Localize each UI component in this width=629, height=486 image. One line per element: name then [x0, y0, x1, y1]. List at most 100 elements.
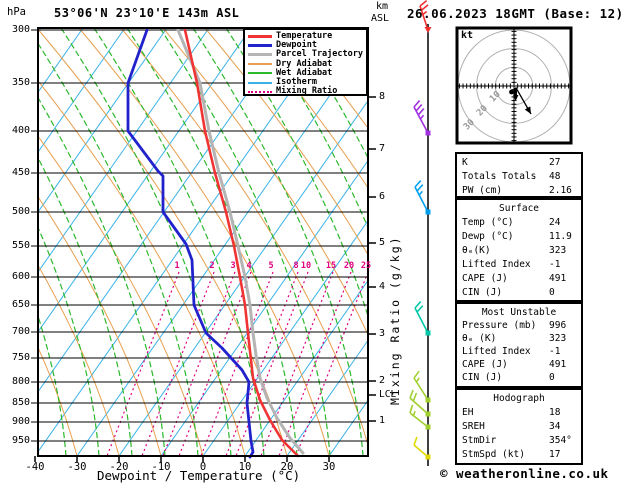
table-row-value: 11.9: [549, 231, 572, 242]
parcel-trace: [176, 28, 305, 455]
table-row-value: 0: [549, 372, 555, 383]
legend-item-label: Dewpoint: [276, 40, 317, 51]
legend-line-sample: [248, 72, 272, 75]
table-row-value: 323: [549, 245, 567, 256]
wind-barb: [413, 100, 431, 136]
mixing-ratio-label: 25: [360, 261, 372, 271]
table-row: PW (cm) 2.16: [457, 184, 581, 198]
pressure-label: 350: [11, 77, 30, 88]
isotherm-line: [160, 159, 368, 456]
legend-item-label: Parcel Trajectory: [276, 49, 363, 60]
station-title: 53°06'N 23°10'E 143m ASL: [54, 6, 240, 20]
table-row-label: CAPE (J): [462, 359, 508, 370]
table-row: Totals Totals 48: [457, 170, 581, 184]
legend-item: Temperature: [248, 31, 364, 41]
pressure-label: 900: [11, 416, 30, 427]
table-row-value: 34: [549, 421, 561, 432]
table-row: K 27: [457, 156, 581, 170]
legend-line-sample: [248, 44, 272, 48]
wind-barb: [414, 301, 431, 336]
pressure-unit-label: hPa: [7, 6, 26, 18]
wind-barb: [413, 370, 431, 403]
table-row-label: StmSpd (kt): [462, 449, 525, 460]
wet-adiabat-line: [60, 28, 232, 456]
wind-barb: [409, 389, 431, 417]
table-row: SREH 34: [457, 420, 581, 434]
table-row-label: θₑ (K): [462, 333, 497, 344]
wet-adiabat-line: [38, 96, 166, 456]
table-row: CAPE (J) 491: [457, 358, 581, 371]
km-tick-label: 1: [379, 415, 386, 426]
temp-tick-label: 0: [199, 461, 207, 473]
table-row-value: 18: [549, 407, 561, 418]
pressure-label: 500: [11, 206, 30, 217]
mixing-ratio-label: 2: [209, 261, 215, 271]
hodograph: [455, 26, 573, 145]
table-row: StmSpd (kt) 17: [457, 448, 581, 462]
temp-tick-label: -30: [67, 461, 87, 473]
table-row: EH 18: [457, 406, 581, 420]
table-row-label: Temp (°C): [462, 217, 514, 228]
isotherm-line: [38, 28, 126, 153]
km-tick-label: 4: [379, 281, 386, 292]
legend-item-label: Wet Adiabat: [276, 67, 333, 78]
wet-adiabat-line: [93, 28, 265, 456]
legend-item: Parcel Trajectory: [248, 50, 364, 59]
mixing-ratio-label: 5: [268, 261, 274, 271]
km-tick-label: 8: [379, 91, 386, 102]
table-row: Lifted Index -1: [457, 345, 581, 358]
indices-table: Surface Temp (°C) 24 Dewp (°C) 11.9 θₑ(K) 323 L…: [455, 198, 583, 302]
temp-tick-label: -40: [25, 461, 45, 473]
legend-item-label: Mixing Ratio: [276, 86, 338, 97]
hodograph-trace-arrow: [524, 106, 531, 114]
pressure-label: 850: [11, 397, 30, 408]
table-row: Dewp (°C) 11.9: [457, 230, 581, 244]
storm-dot: [509, 89, 514, 95]
temp-tick-label: 10: [238, 461, 252, 473]
temperature-trace: [183, 28, 300, 458]
dry-adiabat-line: [583, 28, 629, 456]
table-header: Most Unstable: [481, 307, 557, 318]
dewpoint-trace: [126, 28, 255, 459]
mixing-ratio-label: 1: [174, 261, 180, 271]
isotherm-line: [76, 39, 368, 456]
isotherm-line: [202, 219, 368, 456]
indices-table: Hodograph EH 18 SREH 34 StmDir 354° StmSpd (kt)…: [455, 388, 583, 465]
pressure-label: 550: [11, 240, 30, 251]
table-row-value: 27: [549, 157, 561, 168]
legend-item: Dry Adiabat: [248, 59, 364, 69]
table-row-value: 17: [549, 449, 561, 460]
pressure-label: 650: [11, 299, 30, 310]
table-row-value: 491: [549, 273, 567, 284]
table-row: CAPE (J) 491: [457, 272, 581, 286]
legend-item: Wet Adiabat: [248, 67, 364, 78]
table-row-label: Lifted Index: [462, 346, 531, 357]
table-row-value: 48: [549, 171, 561, 182]
pressure-label: 750: [11, 352, 30, 363]
indices-table: Most Unstable Pressure (mb) 996 θₑ (K) 323 Li…: [455, 302, 583, 388]
table-row-value: 491: [549, 359, 567, 370]
pressure-label: 700: [11, 326, 30, 337]
table-row: Lifted Index -1: [457, 258, 581, 272]
wind-barb: [419, 0, 432, 33]
isotherm-line: [286, 339, 368, 456]
asl-unit-label: ASL: [371, 13, 390, 24]
mixing-ratio-line: [178, 271, 252, 456]
table-row-label: StmDir: [462, 435, 497, 446]
legend-item: Isotherm: [248, 77, 364, 87]
table-row-label: CIN (J): [462, 372, 503, 383]
km-unit-label: km: [376, 1, 389, 12]
km-tick-label: 2: [379, 375, 386, 386]
dry-adiabat-line: [162, 28, 368, 336]
table-row-label: CAPE (J): [462, 273, 508, 284]
mixing-ratio-label: 8: [293, 261, 299, 271]
mixing-ratio-label: 15: [325, 261, 337, 271]
wet-adiabat-line: [192, 28, 364, 456]
table-row: Pressure (mb) 996: [457, 319, 581, 332]
table-row-label: Dewp (°C): [462, 231, 514, 242]
temp-tick-label: 20: [280, 461, 294, 473]
mixing-ratio-axis-label: Mixing Ratio (g/kg): [388, 235, 402, 405]
table-row: StmDir 354°: [457, 434, 581, 448]
table-row: CIN (J) 0: [457, 371, 581, 384]
temp-tick-label: -20: [109, 461, 129, 473]
